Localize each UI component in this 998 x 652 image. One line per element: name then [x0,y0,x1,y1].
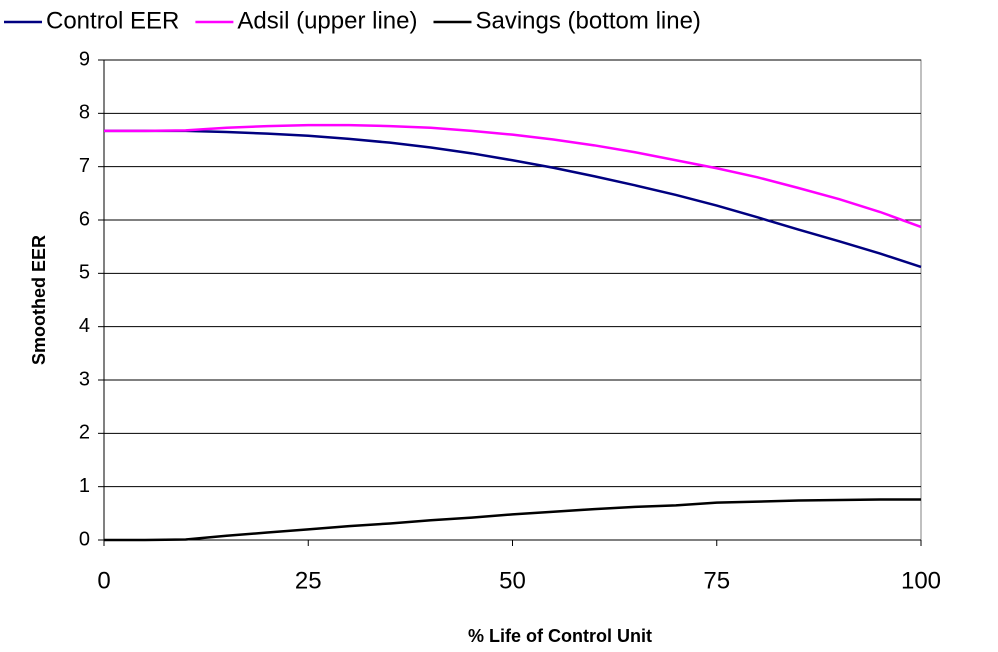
y-tick-label: 2 [79,422,90,444]
line [104,123,922,229]
plot-area [103,59,922,541]
y-axis-label: Smoothed EER [29,235,49,365]
x-tick-label: 50 [499,567,526,594]
y-tick-label: 4 [79,315,90,337]
x-tick-label: 100 [901,567,941,594]
legend-label: Savings (bottom line) [475,7,700,34]
legend-label: Control EER [46,7,179,34]
y-tick-label: 3 [79,368,90,390]
y-tick-label: 0 [79,528,90,550]
legend-label: Adsil (upper line) [237,7,417,34]
y-tick-label: 1 [79,475,90,497]
y-tick-label: 8 [79,102,90,124]
line [104,129,922,269]
y-tick-label: 7 [79,155,90,177]
y-tick-label: 9 [79,48,90,70]
line [104,498,921,542]
y-tick-label: 5 [79,262,90,284]
x-tick-label: 75 [703,567,730,594]
y-tick-label: 6 [79,208,90,230]
x-tick-label: 0 [97,567,110,594]
x-axis-label: % Life of Control Unit [468,626,652,646]
x-tick-label: 25 [295,567,322,594]
